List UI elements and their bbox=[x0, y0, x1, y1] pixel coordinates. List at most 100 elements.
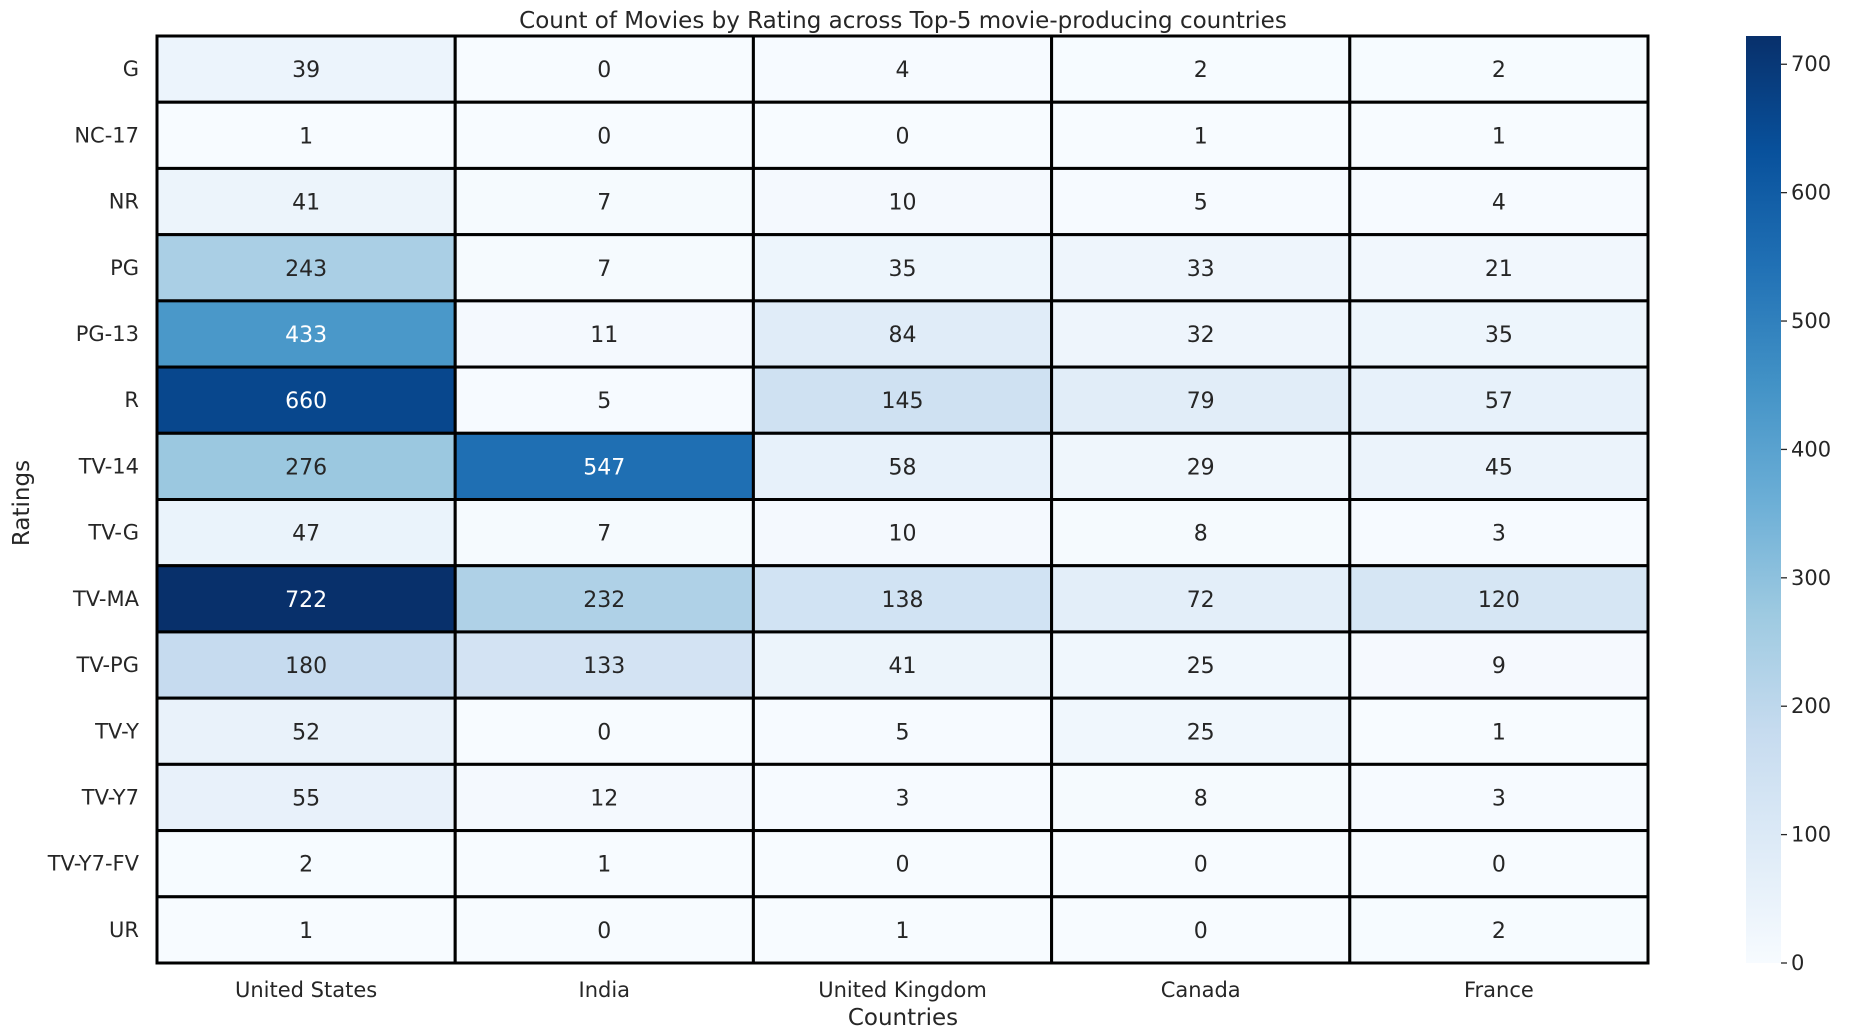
y-tick-label: TV-Y bbox=[94, 719, 139, 743]
cell-value-label: 1 bbox=[896, 919, 910, 944]
cell-value-label: 0 bbox=[597, 58, 611, 83]
heatmap-cell bbox=[1050, 762, 1352, 833]
cell-value-label: 547 bbox=[583, 455, 625, 480]
heatmap-cell bbox=[1348, 233, 1650, 303]
cell-value-label: 2 bbox=[1492, 919, 1506, 944]
heatmap-cell bbox=[1050, 233, 1352, 303]
heatmap-cell bbox=[1348, 696, 1650, 766]
x-tick-label: Canada bbox=[1161, 978, 1241, 1002]
cell-value-label: 3 bbox=[1492, 786, 1506, 811]
colorbar-tick-label: 700 bbox=[1791, 52, 1831, 76]
heatmap-cell bbox=[453, 233, 755, 303]
cell-value-label: 32 bbox=[1187, 323, 1215, 348]
heatmap-cell bbox=[155, 498, 457, 568]
cell-value-label: 5 bbox=[1194, 191, 1208, 216]
colorbar bbox=[1746, 36, 1781, 963]
cell-value-label: 2 bbox=[1492, 58, 1506, 83]
cell-value-label: 276 bbox=[285, 455, 327, 480]
cell-value-label: 58 bbox=[889, 455, 917, 480]
cell-value-label: 8 bbox=[1194, 786, 1208, 811]
cell-value-label: 25 bbox=[1187, 654, 1215, 679]
cell-value-label: 3 bbox=[1492, 522, 1506, 547]
cell-value-label: 21 bbox=[1485, 257, 1513, 282]
y-tick-label: NC-17 bbox=[74, 123, 139, 147]
cell-value-label: 1 bbox=[1194, 124, 1208, 149]
y-tick-label: TV-14 bbox=[78, 454, 139, 478]
colorbar-tick-label: 100 bbox=[1791, 823, 1831, 847]
x-axis-label: Countries bbox=[848, 1005, 958, 1031]
heatmap-cell bbox=[1348, 564, 1650, 634]
heatmap-cell bbox=[453, 166, 755, 237]
cell-value-label: 1 bbox=[1492, 720, 1506, 745]
cell-value-label: 29 bbox=[1187, 455, 1215, 480]
cell-value-label: 8 bbox=[1194, 522, 1208, 547]
cell-value-label: 0 bbox=[597, 720, 611, 745]
colorbar-tick-label: 500 bbox=[1791, 309, 1831, 333]
cell-value-label: 7 bbox=[597, 191, 611, 216]
heatmap-cell bbox=[1348, 100, 1650, 170]
heatmap-cell bbox=[155, 829, 457, 899]
x-tick-label: France bbox=[1464, 978, 1534, 1002]
cell-value-label: 243 bbox=[285, 257, 327, 282]
cell-value-label: 145 bbox=[882, 389, 924, 414]
x-tick-label: India bbox=[579, 978, 631, 1002]
y-tick-label: TV-Y7 bbox=[81, 785, 139, 809]
y-tick-label: TV-PG bbox=[76, 653, 139, 677]
y-tick-label: R bbox=[124, 388, 139, 412]
cell-value-label: 4 bbox=[896, 58, 910, 83]
heatmap-cell bbox=[453, 365, 755, 435]
heatmap-cell bbox=[453, 895, 755, 965]
heatmap-cell bbox=[155, 233, 457, 303]
cell-value-label: 41 bbox=[292, 191, 320, 216]
cell-value-label: 11 bbox=[590, 323, 618, 348]
y-tick-label: G bbox=[123, 57, 139, 81]
colorbar-tick-label: 0 bbox=[1791, 951, 1804, 975]
heatmap-cell bbox=[751, 895, 1054, 965]
cell-value-label: 9 bbox=[1492, 654, 1506, 679]
cell-value-label: 79 bbox=[1187, 389, 1215, 414]
y-tick-label: PG bbox=[110, 256, 139, 280]
heatmap-cell bbox=[1050, 630, 1352, 700]
cell-value-label: 35 bbox=[1485, 323, 1513, 348]
heatmap-cell bbox=[155, 895, 457, 965]
cell-value-label: 47 bbox=[292, 522, 320, 547]
cell-value-label: 10 bbox=[889, 191, 917, 216]
heatmap-cell bbox=[453, 498, 755, 568]
heatmap-cell bbox=[751, 299, 1054, 369]
cell-value-label: 12 bbox=[590, 786, 618, 811]
cell-value-label: 133 bbox=[583, 654, 625, 679]
cell-value-label: 1 bbox=[299, 124, 313, 149]
cell-value-label: 2 bbox=[1194, 58, 1208, 83]
cell-value-label: 5 bbox=[597, 389, 611, 414]
cell-value-label: 45 bbox=[1485, 455, 1513, 480]
heatmap-cell bbox=[155, 299, 457, 369]
y-tick-label: UR bbox=[109, 918, 139, 942]
cell-value-label: 41 bbox=[889, 654, 917, 679]
cell-value-label: 52 bbox=[292, 720, 320, 745]
cell-value-label: 0 bbox=[1492, 853, 1506, 878]
cell-value-label: 55 bbox=[292, 786, 320, 811]
heatmap-cell bbox=[1050, 166, 1352, 237]
colorbar-tick-label: 200 bbox=[1791, 694, 1831, 718]
cell-value-label: 1 bbox=[597, 853, 611, 878]
y-tick-label: NR bbox=[109, 190, 139, 214]
cell-value-label: 0 bbox=[1194, 919, 1208, 944]
cell-value-label: 57 bbox=[1485, 389, 1513, 414]
heatmap-cell bbox=[155, 34, 457, 104]
heatmap-cell bbox=[1348, 630, 1650, 700]
colorbar-tick-label: 300 bbox=[1791, 566, 1831, 590]
x-tick-labels: United States India United Kingdom Canada Fr… bbox=[235, 978, 1534, 1002]
chart-title: Count of Movies by Rating across Top-5 m… bbox=[519, 8, 1287, 34]
cell-value-label: 39 bbox=[292, 58, 320, 83]
heatmap-cell bbox=[155, 431, 457, 501]
cell-value-label: 33 bbox=[1187, 257, 1215, 282]
cell-value-label: 4 bbox=[1492, 191, 1506, 216]
colorbar-tick-label: 400 bbox=[1791, 437, 1831, 461]
cell-value-label: 25 bbox=[1187, 720, 1215, 745]
cell-value-label: 3 bbox=[896, 786, 910, 811]
y-tick-label: PG-13 bbox=[76, 322, 139, 346]
colorbar-ticks: 0 100 200 300 400 500 600 700 bbox=[1781, 52, 1831, 975]
y-tick-labels: G NC-17 NR PG PG-13 R TV-14 TV-G TV-MA TV-PG TV-Y T… bbox=[47, 57, 140, 942]
